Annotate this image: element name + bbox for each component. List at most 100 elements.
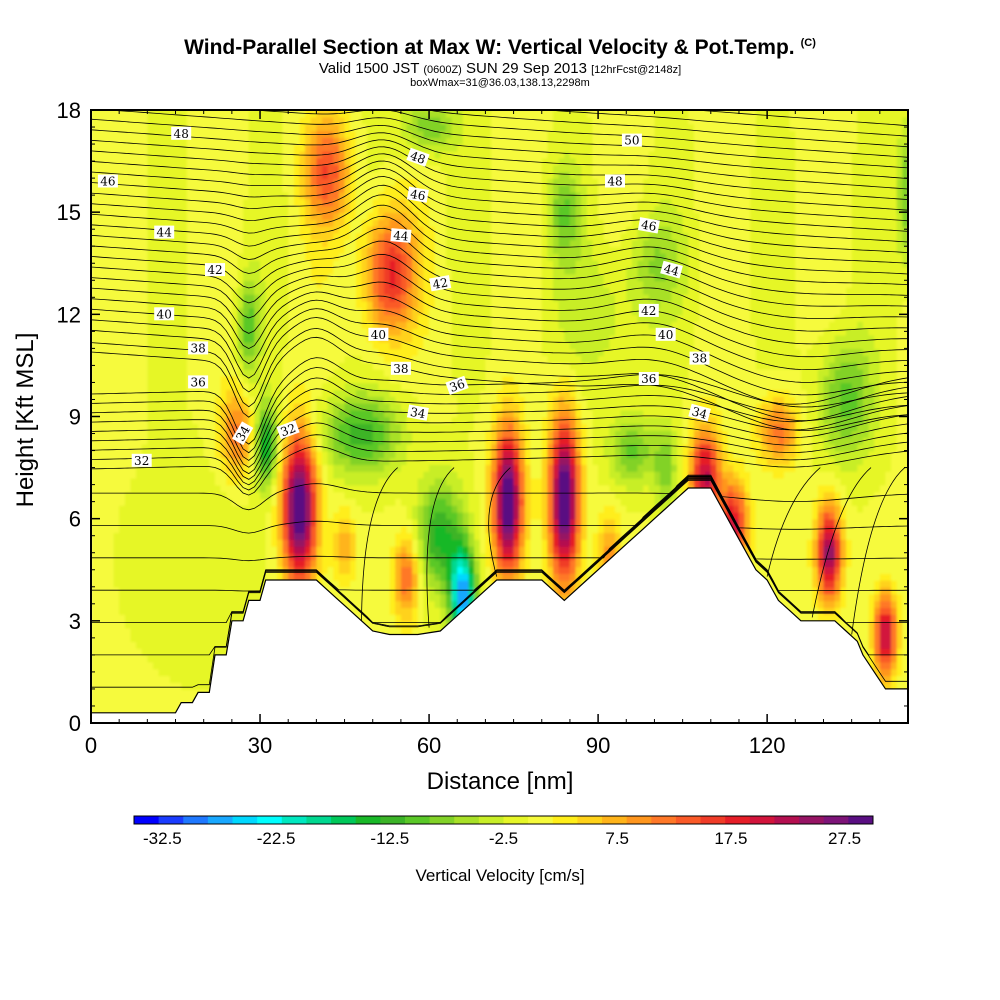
colorbar-swatch (355, 816, 381, 824)
contour-label: 42 (638, 303, 659, 318)
colorbar-swatch (232, 816, 258, 824)
contour-label-bg (188, 341, 209, 355)
contour-label-text: 46 (100, 175, 115, 189)
contour-label-text: 46 (409, 187, 426, 203)
colorbar-tick-label: 17.5 (714, 829, 747, 848)
colorbar-swatch (454, 816, 480, 824)
contour-label-bg (154, 307, 175, 321)
contour-label: 38 (689, 351, 710, 366)
isentrope-arc (361, 467, 398, 621)
contour-label-text: 32 (134, 454, 149, 468)
isentrope-line (91, 129, 908, 190)
contour-label-bg (154, 225, 175, 239)
contour-label-bg (205, 263, 225, 277)
isentrope-line (91, 336, 908, 431)
colorbar-tick-label: 7.5 (605, 829, 629, 848)
colorbar-swatch (158, 816, 184, 824)
contour-label: 44 (154, 225, 175, 240)
colorbar-swatch (380, 816, 406, 824)
colorbar-tick-label: -12.5 (370, 829, 409, 848)
contour-label: 46 (637, 217, 660, 234)
y-tick-label: 0 (69, 711, 81, 736)
x-tick-label: 90 (586, 733, 610, 758)
potential-temperature-contours (91, 110, 908, 688)
isentrope-line (91, 153, 908, 222)
x-tick-label: 30 (248, 733, 272, 758)
colorbar-swatch (700, 816, 726, 824)
isentrope-line (91, 118, 908, 179)
contour-label-bg (637, 217, 660, 234)
colorbar-swatch (602, 816, 628, 824)
isentrope-line (103, 110, 908, 169)
contour-label-text: 48 (607, 175, 622, 189)
contour-label-text: 38 (393, 362, 408, 376)
isentrope-line (541, 110, 908, 137)
contour-label: 32 (276, 420, 300, 440)
contour-label-text: 44 (662, 261, 681, 279)
contour-label-text: 40 (371, 328, 386, 342)
isentrope-line (91, 357, 908, 445)
contour-label-bg (406, 404, 429, 421)
contour-label-text: 40 (658, 328, 673, 342)
colorbar-swatch (429, 816, 455, 824)
contour-label: 40 (655, 327, 676, 342)
contour-label-text: 32 (279, 421, 298, 439)
subtitle-valid: Valid 1500 JST (318, 60, 424, 77)
isentrope-line (91, 422, 908, 486)
colorbar-swatch (404, 816, 431, 824)
isentrope-line (91, 253, 908, 332)
contour-label: 40 (154, 307, 175, 321)
colorbar-tick-label: -22.5 (257, 829, 296, 848)
isentrope-line (91, 281, 908, 358)
isentrope-line (91, 184, 908, 264)
title-unit: (C) (800, 37, 816, 49)
contour-label-bg (688, 403, 711, 422)
x-axis-label: Distance [nm] (427, 768, 574, 795)
colorbar-swatch (823, 816, 849, 824)
subtitle-forecast: [12hrFcst@2148z] (591, 64, 682, 76)
y-tick-label: 18 (57, 98, 81, 123)
isentrope-line (91, 240, 908, 319)
isentrope-line (91, 367, 908, 454)
contour-label-bg (638, 372, 659, 385)
contour-label-bg (97, 174, 118, 188)
chart-title: Wind-Parallel Section at Max W: Vertical… (0, 36, 1000, 60)
colorbar-swatch (306, 816, 332, 824)
isentrope-line (248, 110, 908, 158)
y-tick-label: 9 (69, 405, 81, 430)
contour-label-bg (621, 133, 642, 147)
contour-label-bg (276, 420, 300, 440)
isentrope-line (91, 327, 908, 421)
contour-label-text: 36 (448, 377, 467, 395)
contour-label-text: 44 (157, 226, 173, 240)
isentrope-line (91, 299, 908, 383)
isentrope-line (91, 388, 908, 468)
terrain-profile (91, 487, 908, 723)
isentrope-line (91, 377, 908, 461)
isentrope-line (91, 160, 908, 232)
colorbar-swatch (134, 816, 160, 824)
isentrope-line (91, 434, 908, 491)
contour-label: 34 (232, 421, 254, 446)
contour-label: 38 (188, 341, 209, 355)
contour-label-text: 40 (157, 307, 172, 321)
isentrope-line (91, 410, 908, 480)
subtitle-utc: (0600Z) (423, 64, 462, 76)
colorbar-swatch (848, 816, 874, 824)
contour-label-text: 42 (207, 263, 222, 277)
contour-label: 42 (429, 275, 452, 292)
contour-label-text: 42 (432, 275, 449, 291)
contour-label-bg (445, 375, 469, 395)
chart-title-text: Wind-Parallel Section at Max W: Vertical… (184, 36, 795, 59)
x-tick-label: 60 (417, 733, 441, 758)
contour-label-bg (689, 351, 710, 365)
isentrope-line (91, 139, 908, 200)
contour-label-bg (390, 228, 412, 243)
colorbar-tick-label: -32.5 (143, 829, 182, 848)
contour-label: 40 (368, 327, 389, 342)
colorbar-tick-label: -2.5 (489, 829, 518, 848)
y-tick-label: 12 (57, 302, 81, 327)
isentrope-line (692, 110, 908, 127)
